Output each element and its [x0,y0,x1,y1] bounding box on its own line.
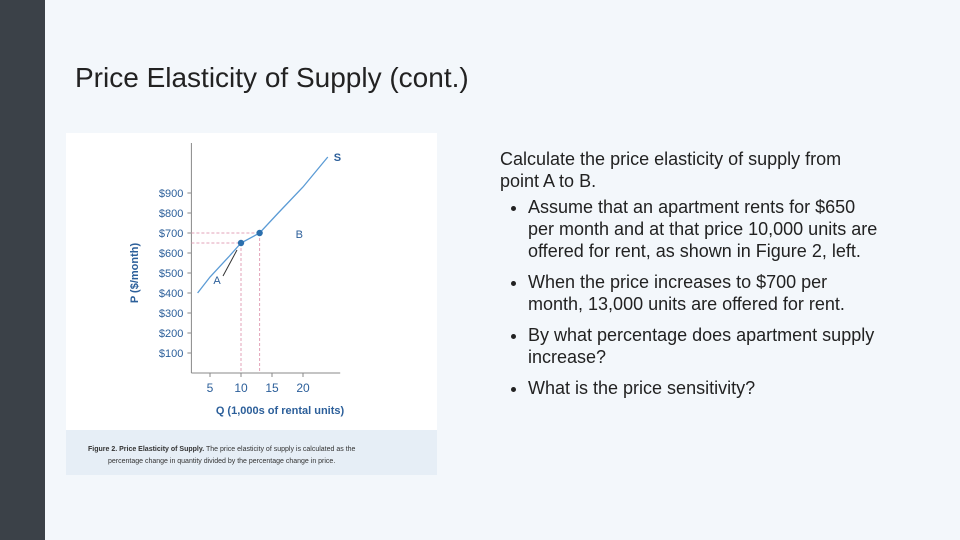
label-arrow [222,249,238,277]
y-tick-label: $600 [159,248,183,260]
side-bar [0,0,45,540]
y-tick-label: $300 [159,308,183,320]
y-axis-label: P ($/month) [129,243,141,304]
point-label: B [296,229,303,241]
y-tick-label: $800 [159,208,183,220]
bullet-list: Assume that an apartment rents for $650 … [500,196,880,399]
x-tick-label: 5 [207,381,214,395]
y-tick-label: $500 [159,268,183,280]
figure-bg [66,133,437,475]
intro: Calculate the price elasticity of supply… [500,149,842,191]
bullet: What is the price sensitivity? [528,377,880,399]
x-tick-label: 15 [265,381,279,395]
body-text: Calculate the price elasticity of supply… [500,148,880,408]
caption-title: Figure 2. Price Elasticity of Supply. [88,446,204,453]
point [256,229,263,237]
caption-bg [66,430,437,475]
series-label: S [334,152,341,164]
supply-curve [197,156,329,294]
figure: Figure 2. Price Elasticity of Supply. Th… [66,133,437,475]
x-axis-label: Q (1,000s of rental units) [216,405,345,417]
x-tick-label: 10 [234,381,248,395]
y-tick-label: $400 [159,288,183,300]
point [237,239,245,247]
caption-text: The price elasticity of supply is calcul… [206,446,356,453]
bullet: When the price increases to $700 per mon… [528,271,880,315]
x-tick-label: 20 [296,381,310,395]
bullet: By what percentage does apartment supply… [528,324,880,368]
caption-text: percentage change in quantity divided by… [108,458,335,465]
y-tick-label: $200 [159,328,183,340]
y-tick-label: $700 [159,228,183,240]
y-tick-label: $900 [159,188,183,200]
point-label: A [213,275,221,287]
y-tick-label: $100 [159,348,183,360]
slide-title: Price Elasticity of Supply (cont.) [75,62,469,93]
bullet: Assume that an apartment rents for $650 … [528,196,880,262]
caption-line: Figure 2. Price Elasticity of Supply. Th… [88,446,356,453]
